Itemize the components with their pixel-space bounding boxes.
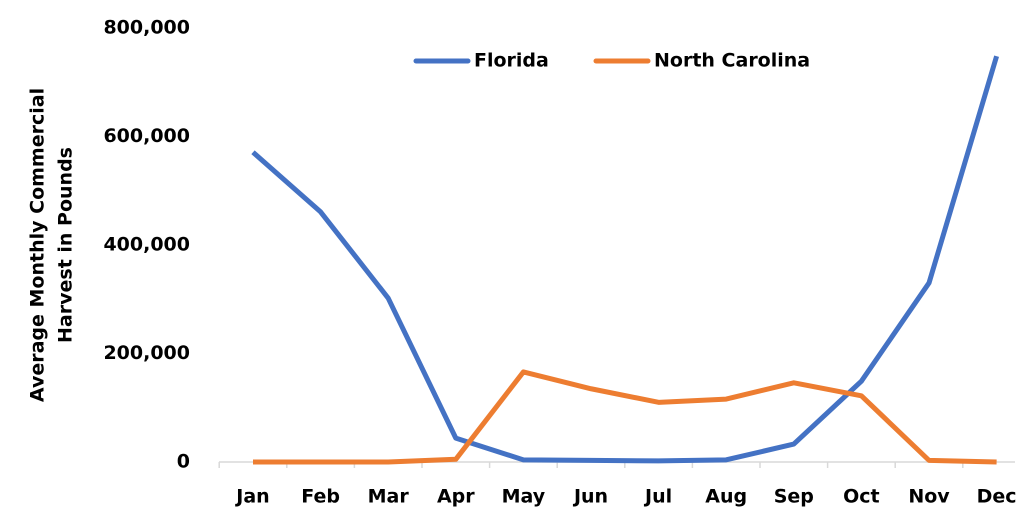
series-line [253,369,997,465]
x-tick-label: Jul [643,486,672,508]
x-tick-label: Sep [774,486,814,508]
y-axis-title: Harvest in Pounds [55,147,77,343]
x-tick-label: Jun [572,486,608,508]
y-tick-label: 0 [177,451,190,473]
x-tick-label: Apr [437,486,475,508]
y-tick-label: 200,000 [103,342,190,364]
x-tick-label: Dec [977,486,1017,508]
y-tick-label: 400,000 [103,234,190,256]
x-tick-label: Aug [705,486,747,508]
x-tick-label: Jan [234,486,269,508]
x-tick-label: Oct [843,486,880,508]
x-tick-label: Nov [908,486,950,508]
series-line [251,55,999,464]
legend-label: Florida [474,50,549,72]
x-tick-label: May [502,486,546,508]
legend-label: North Carolina [654,50,810,72]
x-tick-label: Feb [301,486,340,508]
y-tick-label: 600,000 [103,125,190,147]
y-axis-title: Average Monthly Commercial [27,88,49,402]
y-tick-label: 800,000 [103,17,190,39]
x-tick-label: Mar [368,486,410,508]
